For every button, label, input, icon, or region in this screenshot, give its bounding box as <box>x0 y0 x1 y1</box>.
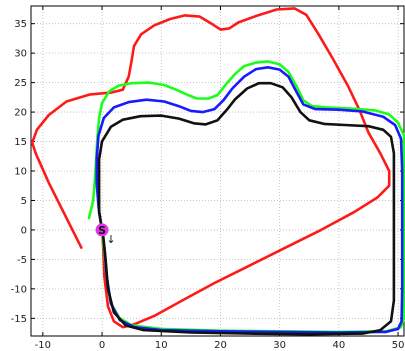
direction-arrow-annotation: ↓ <box>106 233 115 246</box>
y-tick-labels: -15 -10 -5 0 5 10 15 20 25 30 35 <box>11 19 27 325</box>
x-tick-labels: -10 0 10 20 30 40 50 <box>35 340 405 351</box>
y-tick-label: -15 <box>11 314 27 325</box>
y-tick-label: 35 <box>14 19 27 30</box>
x-tick-label: 0 <box>99 340 105 351</box>
trajectory-line-4 <box>97 81 396 336</box>
y-tick-label: 25 <box>14 78 27 89</box>
x-tick-label: 30 <box>273 340 286 351</box>
x-tick-label: 20 <box>214 340 227 351</box>
start-marker <box>95 223 109 237</box>
x-tick-label: 50 <box>392 340 405 351</box>
y-tick-label: 0 <box>21 225 27 236</box>
x-tick-label: 40 <box>333 340 346 351</box>
y-tick-label: 10 <box>14 167 27 178</box>
y-tick-label: 30 <box>14 49 27 60</box>
y-tick-label: -10 <box>11 284 27 295</box>
x-tick-label: -10 <box>35 340 51 351</box>
start-marker-group: S <box>95 223 109 237</box>
y-tick-label: 20 <box>14 108 27 119</box>
y-tick-label: -5 <box>17 255 27 266</box>
trajectory-line-3 <box>95 66 404 334</box>
start-marker-label: S <box>98 224 106 237</box>
y-tick-label: 5 <box>21 196 27 207</box>
y-tick-label: 15 <box>14 137 27 148</box>
trajectory-line-1 <box>30 7 391 329</box>
x-tick-label: 10 <box>155 340 168 351</box>
series-lines <box>30 7 405 336</box>
